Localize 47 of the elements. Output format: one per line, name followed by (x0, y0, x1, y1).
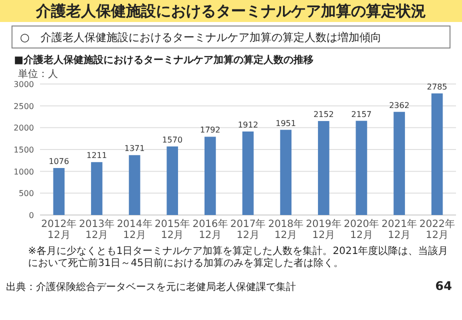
data-label: 1792 (200, 126, 220, 135)
data-label: 2362 (389, 100, 410, 110)
data-label: 2152 (313, 110, 334, 120)
x-tick-label: 2019年12月 (306, 218, 342, 241)
data-label: 2157 (351, 110, 372, 119)
x-tick-label: 2013年12月 (79, 218, 114, 241)
data-label: 1570 (162, 135, 183, 144)
bar (356, 120, 368, 215)
data-label: 2785 (426, 82, 448, 92)
y-tick-label: 0 (28, 211, 34, 220)
data-label: 1211 (86, 151, 107, 160)
x-tick-label: 2021年12月 (382, 218, 417, 241)
data-label: 1371 (124, 144, 145, 154)
bar (318, 121, 330, 215)
data-label: 1951 (276, 118, 296, 128)
bar (204, 136, 216, 215)
chart-subtitle: ○ 介護老人保健施設におけるターミナルケア加算の算定人数は増加傾向 (20, 31, 382, 44)
y-tick-label: 1000 (14, 167, 34, 176)
x-tick-label: 2012年12月 (41, 218, 77, 241)
data-label: 1076 (48, 157, 70, 166)
text: ※各月に少なくとも1日ターミナルケア加算を算定した人数を集計。2021年度以降は、当該月において死亡前31日～45日前における加算のみを算定した者は除く。 (28, 245, 448, 269)
source-note: 出典：介護保険総合データベースを元に老健局老人保健課で集計 (6, 281, 296, 293)
bar (91, 162, 102, 215)
text: ■介護老人保健施設におけるターミナルケア加算の算定人数の推移 (14, 54, 314, 66)
x-tick-label: 2017年12月 (230, 218, 266, 241)
y-tick-label: 2000 (14, 124, 34, 133)
y-tick-label: 500 (18, 189, 34, 198)
y-tick-label: 1500 (14, 146, 34, 154)
bar (431, 93, 443, 215)
x-tick-label: 2020年12月 (344, 218, 380, 241)
bar (128, 155, 140, 215)
bar (242, 132, 254, 215)
text: 単位：人 (18, 68, 58, 80)
bar (53, 168, 65, 215)
bar (166, 146, 178, 215)
x-tick-label: 2015年12月 (154, 218, 190, 241)
y-tick-label: 3000 (14, 80, 34, 89)
bar (280, 130, 292, 215)
x-tick-label: 2014年12月 (116, 218, 152, 241)
text: 64 (435, 279, 452, 293)
y-tick-label: 2500 (14, 102, 34, 111)
data-label: 1912 (238, 120, 258, 130)
x-tick-label: 2018年12月 (268, 218, 304, 241)
bar (394, 112, 405, 215)
x-tick-label: 2016年12月 (192, 218, 228, 241)
chart-title: 介護老人保健施設におけるターミナルケア加算の算定状況 (35, 2, 426, 20)
x-tick-label: 2022年12月 (419, 218, 455, 241)
